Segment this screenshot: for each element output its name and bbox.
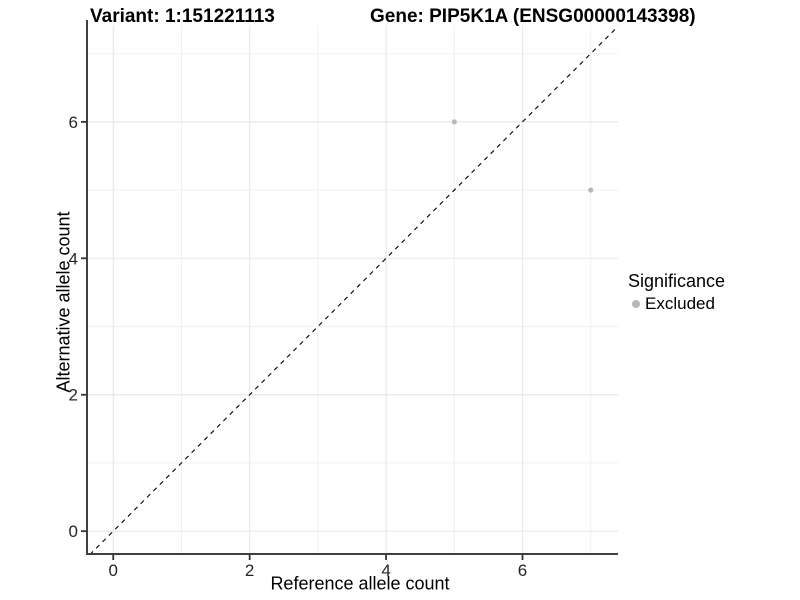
x-tick-label: 2 xyxy=(245,561,254,580)
x-axis-title: Reference allele count xyxy=(270,573,450,594)
y-tick-label: 6 xyxy=(69,113,78,132)
data-point xyxy=(588,187,594,193)
plot-title-variant: Variant: 1:151221113 xyxy=(90,6,275,27)
x-tick-label: 4 xyxy=(381,561,390,580)
legend: Significance Excluded xyxy=(628,271,725,314)
y-tick-label: 0 xyxy=(69,522,78,541)
identity-dashed-line xyxy=(90,25,618,553)
x-tick-label: 0 xyxy=(109,561,118,580)
legend-entry-label: Excluded xyxy=(645,294,715,313)
data-point xyxy=(451,119,457,125)
legend-point-icon xyxy=(632,300,640,308)
x-tick-label: 6 xyxy=(518,561,527,580)
legend-entry: Excluded xyxy=(632,294,725,314)
y-tick-label: 2 xyxy=(69,386,78,405)
legend-title: Significance xyxy=(628,271,726,291)
plot-title-gene: Gene: PIP5K1A (ENSG00000143398) xyxy=(370,6,696,27)
y-axis-title: Alternative allele count xyxy=(53,211,74,393)
y-tick-label: 4 xyxy=(69,249,78,268)
